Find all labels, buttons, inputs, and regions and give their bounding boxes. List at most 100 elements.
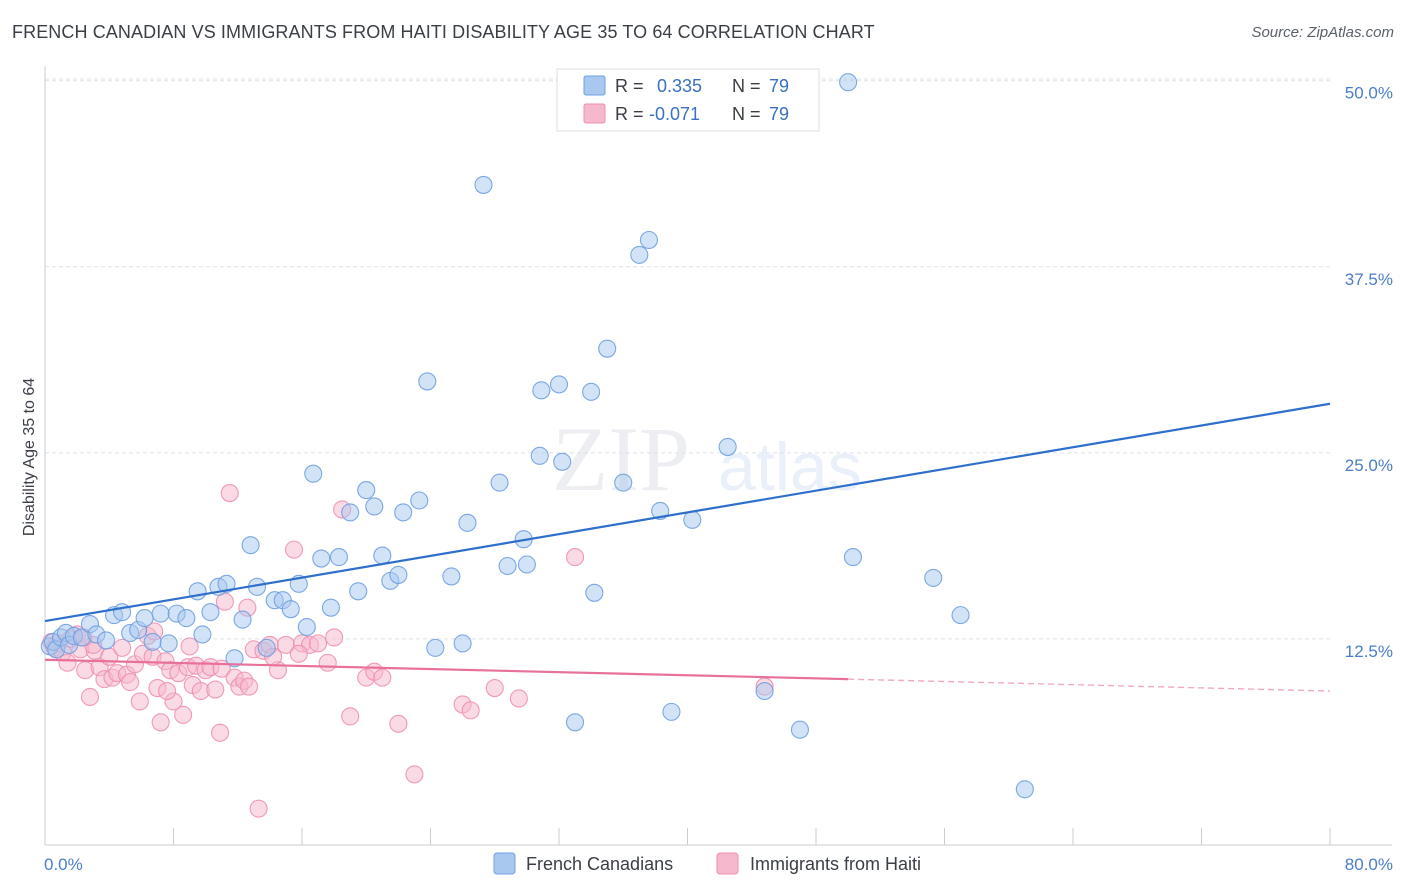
data-point bbox=[639, 230, 659, 250]
data-point bbox=[418, 372, 437, 391]
data-point bbox=[490, 473, 509, 492]
data-point bbox=[585, 583, 604, 602]
data-point bbox=[80, 687, 100, 707]
legend-r-label-2: R = bbox=[615, 104, 644, 124]
data-point bbox=[341, 707, 360, 726]
data-point bbox=[566, 548, 585, 567]
data-point bbox=[249, 799, 268, 818]
data-point bbox=[410, 491, 429, 510]
data-point bbox=[135, 609, 154, 628]
data-point bbox=[257, 638, 276, 657]
data-point bbox=[498, 556, 517, 576]
data-point bbox=[325, 628, 344, 647]
data-point bbox=[485, 679, 504, 698]
data-point bbox=[426, 638, 445, 657]
data-point bbox=[951, 606, 970, 625]
legend-swatch-blue bbox=[583, 75, 606, 96]
data-point bbox=[151, 713, 170, 732]
legend-n-value-2: 79 bbox=[769, 104, 789, 124]
data-point bbox=[651, 501, 670, 520]
data-point bbox=[843, 548, 862, 567]
y-tick-label: 50.0% bbox=[1345, 84, 1393, 103]
data-point bbox=[215, 592, 234, 611]
data-point bbox=[532, 381, 551, 400]
y-tick-label: 25.0% bbox=[1345, 456, 1393, 475]
data-point bbox=[357, 481, 376, 500]
bottom-legend-label-2: Immigrants from Haiti bbox=[750, 854, 921, 874]
gridlines bbox=[45, 78, 1330, 640]
data-point bbox=[297, 617, 316, 637]
trend-lines bbox=[44, 402, 1331, 692]
data-point bbox=[630, 245, 649, 264]
data-point bbox=[58, 653, 77, 672]
bottom-legend-swatch-pink bbox=[716, 852, 739, 875]
data-point bbox=[839, 73, 858, 92]
data-point bbox=[614, 473, 633, 492]
data-point bbox=[239, 677, 259, 696]
data-point bbox=[662, 702, 681, 721]
legend: R = 0.335 N = 79 R = -0.071 N = 79 bbox=[556, 68, 820, 132]
bottom-legend-label-1: French Canadians bbox=[526, 854, 673, 874]
data-point bbox=[225, 649, 244, 668]
data-point bbox=[206, 680, 225, 699]
data-point bbox=[304, 464, 323, 483]
data-point bbox=[598, 339, 617, 358]
y-tick-label: 37.5% bbox=[1345, 270, 1393, 289]
legend-r-value-2: -0.071 bbox=[649, 104, 700, 124]
trend-line-haiti bbox=[44, 658, 849, 681]
axes bbox=[44, 66, 1392, 846]
data-point bbox=[553, 452, 572, 471]
legend-n-label-2: N = bbox=[732, 104, 761, 124]
bottom-legend-swatch-blue bbox=[493, 852, 516, 875]
data-point bbox=[509, 689, 528, 708]
data-point bbox=[177, 609, 196, 628]
legend-n-value-1: 79 bbox=[769, 76, 789, 96]
data-point bbox=[121, 673, 140, 692]
data-point bbox=[143, 632, 162, 651]
data-point bbox=[217, 574, 236, 593]
data-point bbox=[683, 510, 702, 529]
data-point bbox=[180, 637, 199, 656]
source-credit: Source: ZipAtlas.com bbox=[1251, 24, 1394, 41]
data-point bbox=[566, 713, 585, 732]
data-point bbox=[458, 513, 477, 532]
data-point bbox=[453, 634, 472, 653]
trend-line-haiti-extension bbox=[848, 678, 1331, 692]
data-point bbox=[549, 375, 569, 394]
data-point bbox=[790, 720, 809, 739]
legend-n-label-1: N = bbox=[732, 76, 761, 96]
data-point bbox=[582, 382, 601, 401]
data-point bbox=[201, 603, 220, 622]
data-point bbox=[321, 598, 340, 617]
data-point bbox=[289, 644, 308, 663]
watermark-zip: ZIP bbox=[552, 408, 690, 510]
french-canadian-points bbox=[40, 73, 1034, 799]
data-point bbox=[924, 568, 943, 587]
watermark-atlas: atlas bbox=[718, 429, 862, 505]
data-point bbox=[373, 668, 392, 687]
data-point bbox=[718, 437, 737, 456]
data-point bbox=[389, 714, 408, 733]
legend-r-label-1: R = bbox=[615, 76, 644, 96]
data-point bbox=[365, 497, 384, 516]
data-point bbox=[1015, 780, 1034, 799]
data-point bbox=[96, 631, 116, 650]
trend-line-french-canadians bbox=[44, 402, 1331, 623]
data-point bbox=[389, 565, 408, 584]
data-point bbox=[318, 653, 337, 672]
data-point bbox=[461, 701, 480, 720]
data-point bbox=[474, 175, 493, 194]
data-point bbox=[394, 503, 413, 522]
data-point bbox=[151, 604, 170, 623]
data-point bbox=[193, 625, 212, 644]
data-point bbox=[281, 600, 300, 619]
data-point bbox=[113, 638, 132, 657]
data-point bbox=[158, 681, 177, 701]
data-point bbox=[530, 446, 549, 465]
y-tick-labels: 12.5% 25.0% 37.5% 50.0% bbox=[1345, 84, 1393, 661]
data-point bbox=[309, 634, 328, 653]
x-tick-label-min: 0.0% bbox=[44, 855, 83, 874]
data-point bbox=[329, 548, 348, 567]
data-point bbox=[220, 484, 239, 503]
